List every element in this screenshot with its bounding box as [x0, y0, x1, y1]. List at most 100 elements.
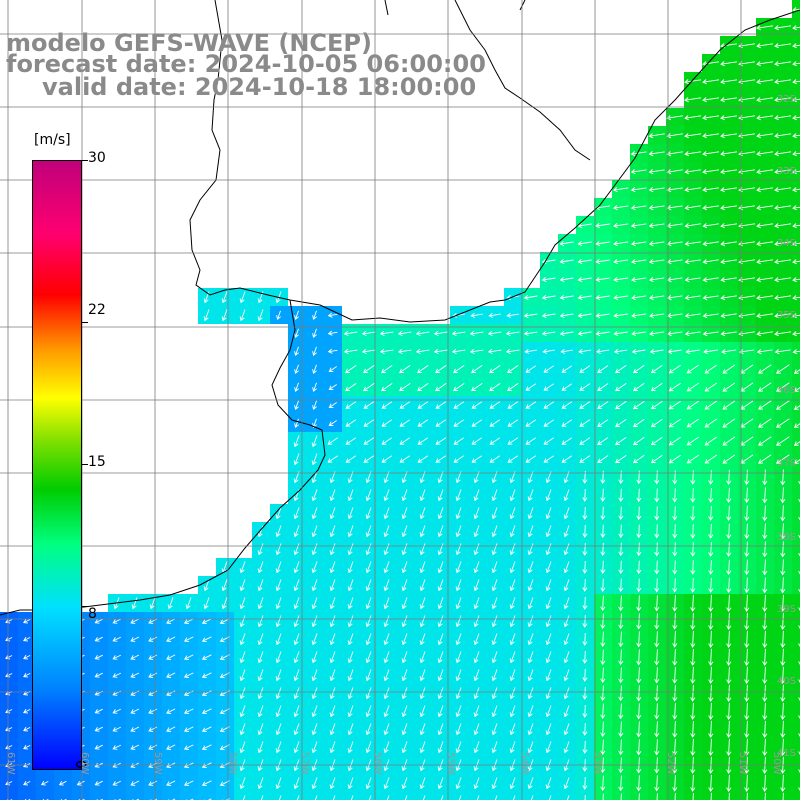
wind-arrow: [347, 561, 354, 574]
wind-arrow: [654, 613, 660, 630]
wind-arrow: [327, 455, 339, 463]
wind-arrow: [345, 437, 357, 445]
wind-arrow: [722, 400, 736, 410]
wind-arrow: [744, 505, 750, 522]
wind-arrow: [654, 775, 660, 792]
wind-speed-cell: [792, 288, 800, 306]
wind-arrow: [347, 723, 354, 736]
wind-arrow: [314, 795, 318, 800]
wind-speed-cell: [792, 72, 800, 90]
wind-arrow: [541, 312, 556, 319]
wind-arrow: [311, 777, 318, 790]
lat-label: 34S: [776, 238, 796, 249]
wind-arrow: [780, 738, 786, 756]
wind-arrow: [666, 133, 683, 139]
wind-arrow: [798, 480, 800, 485]
wind-arrow: [489, 383, 501, 392]
wind-arrow: [636, 649, 642, 666]
wind-arrow: [130, 780, 140, 786]
wind-speed-cell: [792, 126, 800, 144]
wind-speed-cell: [792, 702, 800, 720]
wind-arrow: [363, 455, 375, 463]
wind-arrow: [399, 455, 411, 463]
wind-arrow: [541, 294, 556, 301]
wind-arrow: [401, 615, 408, 628]
wind-arrow: [201, 672, 212, 679]
wind-arrow: [383, 723, 390, 736]
colorbar-tick: [82, 160, 88, 161]
wind-arrow: [722, 364, 736, 374]
wind-arrow: [582, 614, 588, 628]
wind-arrow: [596, 348, 610, 355]
wind-arrow: [437, 633, 444, 646]
wind-arrow: [509, 543, 516, 556]
colorbar: [32, 160, 82, 770]
wind-arrow: [435, 437, 447, 445]
wind-arrow: [183, 618, 194, 624]
wind-arrow: [94, 780, 103, 786]
wind-arrow: [775, 364, 790, 374]
wind-arrow: [275, 651, 282, 664]
wind-arrow: [58, 780, 67, 786]
wind-arrow: [399, 365, 411, 374]
lon-label: 59W: [152, 752, 163, 775]
wind-arrow: [166, 654, 176, 660]
wind-speed-cell: [792, 306, 800, 324]
wind-speed-cell: [558, 792, 576, 800]
wind-arrow: [690, 630, 696, 648]
wind-speed-cell: [792, 468, 800, 486]
wind-arrow: [148, 618, 158, 624]
wind-arrow: [792, 331, 800, 337]
wind-arrow: [329, 741, 336, 754]
wind-arrow: [383, 507, 390, 520]
wind-arrow: [648, 259, 665, 265]
wind-speed-cell: [378, 792, 396, 800]
wind-arrow: [756, 115, 774, 121]
wind-arrow: [203, 597, 210, 610]
wind-arrow: [595, 223, 611, 229]
wind-arrow: [563, 669, 570, 682]
wind-arrow: [239, 741, 246, 754]
wind-arrow: [726, 666, 732, 684]
wind-arrow: [491, 579, 498, 592]
wind-arrow: [563, 579, 570, 592]
wind-arrow: [94, 672, 103, 678]
wind-arrow: [798, 697, 800, 701]
wind-arrow: [654, 488, 660, 503]
wind-arrow: [600, 595, 606, 612]
wind-arrow: [618, 488, 624, 503]
wind-arrow: [203, 579, 210, 592]
wind-arrow: [654, 739, 660, 756]
wind-arrow: [347, 489, 354, 502]
wind-arrow: [130, 672, 140, 678]
wind-arrow: [239, 669, 246, 682]
wind-arrow: [419, 525, 426, 538]
wind-arrow: [744, 774, 750, 792]
wind-arrow: [600, 506, 606, 521]
wind-arrow: [774, 187, 792, 193]
wind-arrow: [293, 777, 300, 790]
wind-arrow: [744, 541, 750, 558]
wind-arrow: [722, 454, 736, 464]
wind-arrow: [654, 595, 660, 612]
wind-arrow: [654, 578, 660, 593]
wind-arrow: [419, 507, 426, 520]
wind-arrow: [491, 489, 498, 502]
wind-arrow: [347, 615, 354, 628]
wind-arrow: [780, 612, 786, 630]
wind-arrow: [149, 597, 156, 610]
wind-arrow: [756, 43, 774, 49]
wind-arrow: [690, 684, 696, 702]
wind-arrow: [597, 401, 609, 409]
wind-speed-cell: [144, 792, 162, 800]
wind-arrow: [509, 651, 516, 664]
wind-arrow: [455, 705, 462, 718]
wind-arrow: [702, 151, 720, 157]
wind-arrow: [577, 240, 592, 247]
wind-arrow: [720, 259, 737, 265]
wind-arrow: [509, 723, 516, 736]
wind-arrow: [294, 364, 299, 374]
wind-arrow: [666, 187, 683, 193]
wind-arrow: [595, 258, 610, 265]
wind-arrow: [311, 543, 318, 556]
